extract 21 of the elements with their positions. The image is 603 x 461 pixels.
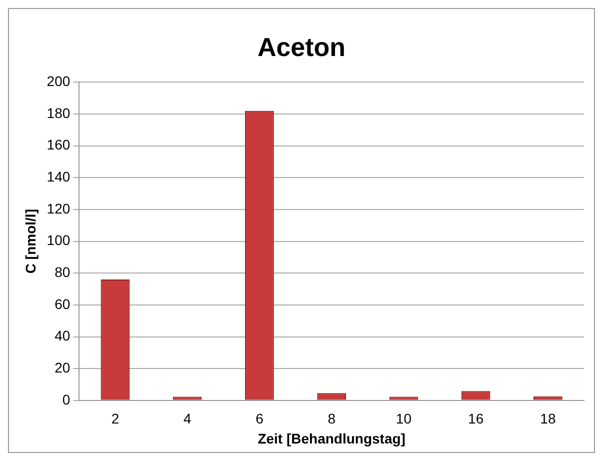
y-tick-label: 0 xyxy=(62,391,70,408)
y-tick-label: 120 xyxy=(46,200,70,216)
x-tick-label: 16 xyxy=(468,410,484,427)
y-tick-label: 40 xyxy=(54,328,70,344)
x-tick-label: 18 xyxy=(540,410,556,427)
chart-title: Aceton xyxy=(257,32,346,62)
y-tick-label: 100 xyxy=(46,232,70,248)
x-tick-label: 2 xyxy=(111,410,120,427)
y-tick-label: 60 xyxy=(54,296,70,312)
x-axis-title: Zeit [Behandlungstag] xyxy=(258,430,406,446)
y-axis-title: C [nmol/l] xyxy=(22,209,38,274)
y-tick-label: 80 xyxy=(54,264,70,280)
y-tick-label: 20 xyxy=(54,359,70,376)
y-tick-label: 180 xyxy=(46,104,70,121)
x-tick-label: 6 xyxy=(256,410,264,427)
y-tick-label: 160 xyxy=(46,136,70,153)
x-tick-label: 10 xyxy=(396,410,412,427)
x-tick-label: 8 xyxy=(328,410,336,427)
y-tick-label: 200 xyxy=(46,73,70,90)
y-tick-label: 140 xyxy=(46,168,70,185)
x-tick-label: 4 xyxy=(183,410,192,427)
